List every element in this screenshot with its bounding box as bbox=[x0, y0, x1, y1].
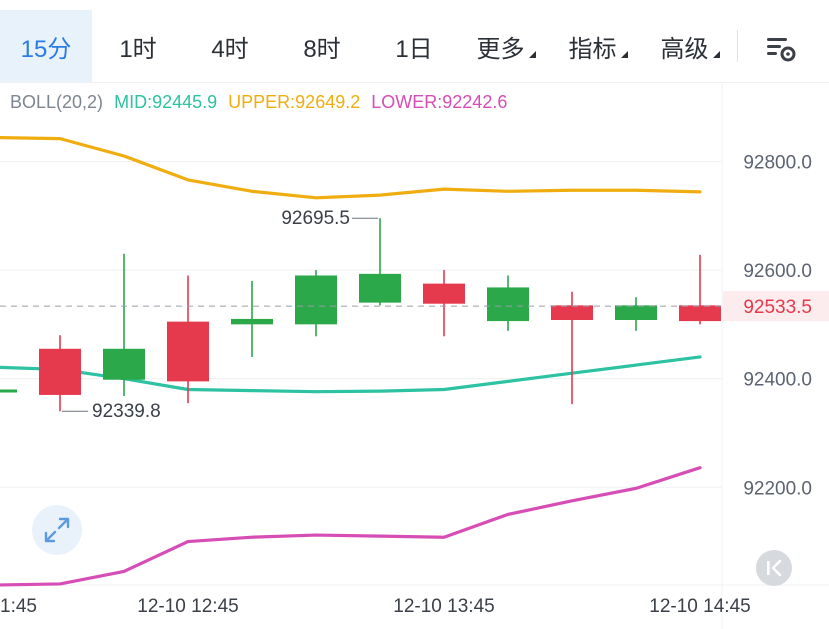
candle-body bbox=[231, 318, 273, 325]
candle-body bbox=[679, 305, 721, 322]
y-tick-label: 92200.0 bbox=[743, 478, 812, 499]
expand-button[interactable] bbox=[32, 505, 82, 555]
dropdown-caret-icon bbox=[712, 50, 720, 58]
collapse-left-icon bbox=[767, 559, 782, 577]
boll-lower-value: LOWER:92242.6 bbox=[371, 92, 508, 112]
high-annotation-label: 92695.5 bbox=[281, 208, 350, 229]
tab-1d[interactable]: 1日 bbox=[368, 10, 460, 82]
tab-4h[interactable]: 4时 bbox=[184, 10, 276, 82]
tab-advanced[interactable]: 高级 bbox=[644, 10, 736, 82]
tab-label: 4时 bbox=[211, 35, 249, 63]
tab-1h[interactable]: 1时 bbox=[92, 10, 184, 82]
candle-body bbox=[167, 321, 209, 382]
chart-settings-icon[interactable] bbox=[762, 30, 798, 66]
boll-upper-value: UPPER:92649.2 bbox=[228, 92, 361, 112]
boll-legend: BOLL(20,2) MID:92445.9 UPPER:92649.2 LOW… bbox=[10, 92, 513, 113]
current-price-label: 92533.5 bbox=[743, 297, 812, 318]
current-price-tag bbox=[723, 291, 829, 322]
candle-body bbox=[487, 287, 529, 322]
tab-label: 更多 bbox=[476, 35, 525, 63]
tab-15m[interactable]: 15分 bbox=[0, 10, 92, 82]
candle-body bbox=[551, 305, 593, 321]
candle-body bbox=[423, 283, 465, 304]
chart-settings-icon-graphic bbox=[767, 38, 796, 62]
tab-label: 15分 bbox=[20, 35, 72, 63]
y-tick-label: 92600.0 bbox=[743, 261, 812, 282]
dropdown-caret-icon bbox=[620, 50, 628, 58]
timeframe-tabbar: 15分 1时 4时 8时 1日 更多 指标 高级 bbox=[0, 0, 829, 83]
tab-more[interactable]: 更多 bbox=[460, 10, 552, 82]
x-tick-label: 1:45 bbox=[0, 596, 37, 617]
tab-label: 1日 bbox=[395, 35, 433, 63]
x-tick-label: 12-10 13:45 bbox=[393, 596, 494, 617]
x-tick-label: 12-10 12:45 bbox=[137, 596, 238, 617]
dropdown-caret-icon bbox=[528, 50, 536, 58]
boll-upper-line bbox=[0, 136, 702, 200]
tab-label: 高级 bbox=[660, 35, 709, 63]
candle-body bbox=[615, 305, 657, 321]
expand-icon bbox=[44, 517, 70, 543]
boll-lower-line bbox=[0, 466, 702, 587]
low-annotation-label: 92339.8 bbox=[92, 401, 161, 422]
candle-body bbox=[103, 348, 145, 380]
boll-mid-value: MID:92445.9 bbox=[114, 92, 218, 112]
candle-body bbox=[39, 348, 81, 395]
indicator-name: BOLL(20,2) bbox=[10, 92, 104, 112]
tab-label: 1时 bbox=[119, 35, 157, 63]
y-tick-label: 92400.0 bbox=[743, 370, 812, 391]
tab-indicators[interactable]: 指标 bbox=[552, 10, 644, 82]
candle-body bbox=[359, 273, 401, 303]
candle-body bbox=[295, 275, 337, 325]
tab-label: 8时 bbox=[303, 35, 341, 63]
collapse-button[interactable] bbox=[756, 550, 792, 586]
y-tick-label: 92800.0 bbox=[743, 152, 812, 173]
candle-body bbox=[0, 389, 17, 393]
tab-divider bbox=[737, 30, 738, 62]
tab-8h[interactable]: 8时 bbox=[276, 10, 368, 82]
x-tick-label: 12-10 14:45 bbox=[649, 596, 750, 617]
tab-label: 指标 bbox=[568, 35, 617, 63]
